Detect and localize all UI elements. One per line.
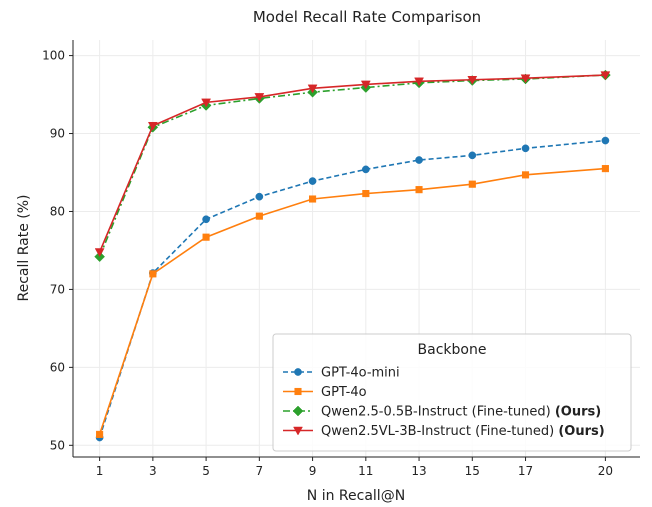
legend-label-name: Qwen2.5VL-3B-Instruct (Fine-tuned)	[321, 424, 558, 439]
series-line	[98, 139, 606, 438]
legend-item-gpt-4o: GPT-4o	[283, 385, 367, 400]
x-tick-label: 17	[518, 464, 533, 478]
legend-label: GPT-4o	[321, 385, 367, 400]
data-point	[255, 212, 263, 220]
data-point	[147, 121, 158, 131]
data-point	[309, 195, 317, 203]
data-point	[521, 144, 530, 153]
data-point	[362, 189, 370, 198]
data-point	[415, 186, 423, 194]
x-tick-label: 9	[309, 464, 317, 478]
x-tick-label: 7	[256, 464, 264, 478]
legend-item-qwen2-5-0-5b: Qwen2.5-0.5B-Instruct (Fine-tuned) (Ours…	[283, 405, 601, 420]
legend-label: Qwen2.5-0.5B-Instruct (Fine-tuned) (Ours…	[321, 405, 601, 420]
data-point	[468, 180, 476, 188]
legend-label-ours: (Ours)	[558, 424, 604, 439]
y-tick-label: 70	[50, 282, 65, 296]
y-ticks: 50 60 70 80 90 100	[42, 49, 73, 452]
data-point	[308, 177, 317, 185]
legend-label: Qwen2.5VL-3B-Instruct (Fine-tuned) (Ours…	[321, 424, 605, 439]
data-point	[415, 156, 423, 164]
data-point	[202, 233, 210, 241]
legend-marker	[293, 426, 303, 436]
y-tick-label: 50	[50, 438, 65, 452]
series-qwen2-5-0-5b	[94, 69, 611, 263]
x-tick-label: 15	[465, 464, 480, 478]
data-point	[307, 84, 318, 94]
x-tick-label: 1	[96, 464, 104, 478]
legend-marker	[294, 387, 302, 396]
x-tick-label: 3	[149, 464, 157, 478]
axes	[72, 40, 640, 458]
x-axis-label: N in Recall@N	[307, 488, 405, 504]
data-point	[149, 270, 157, 278]
data-point	[94, 248, 105, 258]
data-point	[600, 71, 611, 81]
x-tick-label: 11	[358, 464, 373, 478]
data-point	[414, 77, 424, 87]
data-point	[255, 192, 264, 201]
legend-label-name: GPT-4o	[321, 385, 367, 400]
legend: Backbone GPT-4o-mini GPT-4o Qwen2.5-0.5B-I…	[272, 333, 632, 452]
legend-item-qwen2-5vl-3b: Qwen2.5VL-3B-Instruct (Fine-tuned) (Ours…	[283, 424, 605, 439]
y-tick-label: 90	[50, 127, 65, 141]
x-ticks: 1 3 5 7 9 11 13 15 17 20	[96, 457, 613, 478]
x-tick-label: 13	[411, 464, 426, 478]
legend-title: Backbone	[418, 342, 487, 358]
legend-label-name: GPT-4o-mini	[321, 366, 400, 381]
data-point	[520, 74, 531, 84]
chart-title: Model Recall Rate Comparison	[253, 8, 481, 26]
data-point	[521, 171, 530, 179]
data-point	[254, 93, 265, 102]
data-point	[467, 76, 478, 85]
series-layer	[94, 69, 611, 442]
series-line	[98, 167, 606, 435]
legend-label: GPT-4o-mini	[321, 366, 400, 381]
y-axis-label: Recall Rate (%)	[16, 195, 32, 302]
data-point	[468, 151, 477, 160]
x-tick-label: 5	[202, 464, 210, 478]
data-point	[361, 165, 370, 174]
y-tick-label: 80	[50, 204, 65, 218]
x-tick-label: 20	[598, 464, 613, 478]
y-tick-label: 100	[42, 49, 65, 63]
y-tick-label: 60	[50, 360, 65, 374]
data-point	[601, 165, 609, 173]
data-point	[96, 430, 104, 438]
data-point	[601, 136, 610, 145]
series-gpt-4o	[96, 165, 609, 438]
legend-marker	[292, 405, 304, 417]
data-point	[202, 215, 210, 224]
legend-label-name: Qwen2.5-0.5B-Instruct (Fine-tuned)	[321, 405, 555, 420]
legend-item-gpt-4o-mini: GPT-4o-mini	[283, 366, 400, 381]
series-line	[98, 74, 606, 257]
series-line	[98, 74, 606, 253]
data-point	[201, 98, 212, 108]
legend-label-ours: (Ours)	[555, 405, 601, 420]
series-qwen2-5vl-3b	[94, 71, 611, 258]
legend-box	[272, 333, 632, 452]
data-point	[360, 80, 371, 90]
legend-marker	[294, 368, 302, 376]
